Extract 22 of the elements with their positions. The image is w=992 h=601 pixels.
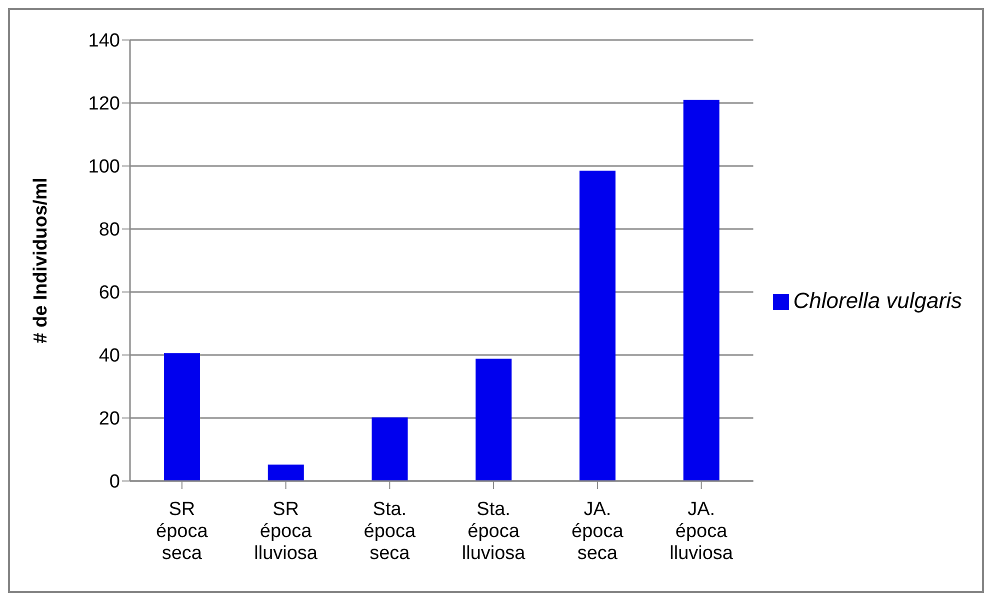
y-tick-label: 120 <box>88 94 120 115</box>
bar <box>268 464 304 481</box>
bar <box>372 417 408 481</box>
bar <box>580 170 616 481</box>
bar <box>476 358 512 481</box>
y-tick-label: 0 <box>109 472 120 493</box>
y-axis-title: # de Individuos/ml <box>30 178 52 344</box>
x-tick-label: SR época seca <box>156 499 208 564</box>
legend-label: Chlorella vulgaris <box>793 288 962 312</box>
x-tick-label: JA. época seca <box>572 499 624 564</box>
bar <box>164 353 200 481</box>
x-tick-label: Sta. época lluviosa <box>462 499 526 564</box>
bar <box>683 100 720 481</box>
y-tick-label: 80 <box>98 220 120 241</box>
y-tick-label: 20 <box>98 408 120 430</box>
x-tick-label: Sta. época seca <box>364 499 416 564</box>
y-tick-label: 140 <box>88 30 120 52</box>
y-tick-label: 60 <box>98 282 120 304</box>
y-tick-label: 40 <box>98 346 120 367</box>
x-tick-label: JA. época lluviosa <box>670 499 734 564</box>
x-tick-label: SR época lluviosa <box>254 499 318 564</box>
y-tick-label: 100 <box>88 156 120 178</box>
